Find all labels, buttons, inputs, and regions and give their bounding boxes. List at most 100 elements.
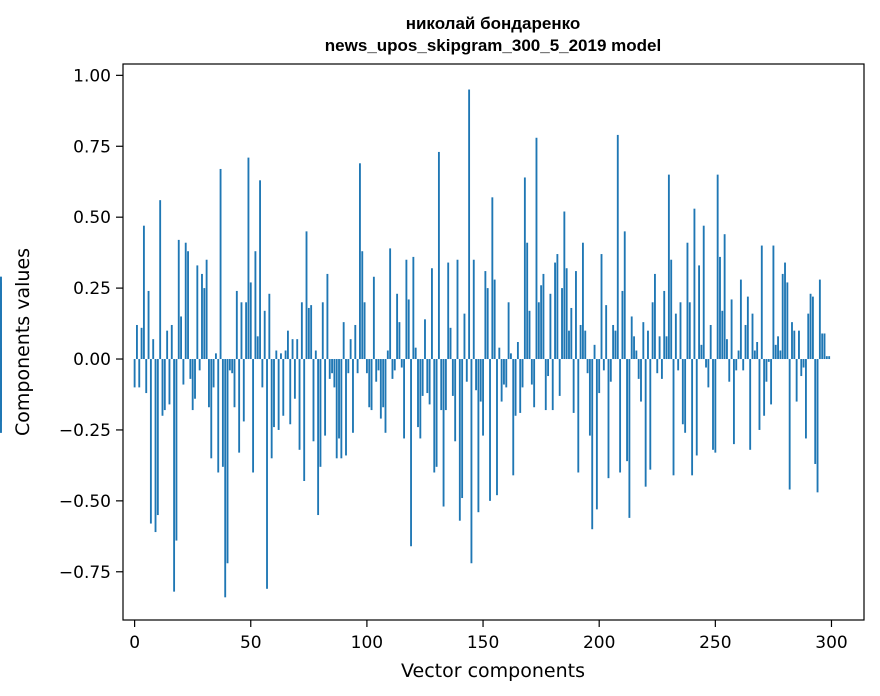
bar-40: [226, 359, 229, 564]
bar-4: [142, 225, 145, 360]
bar-164: [514, 359, 517, 416]
bar-158: [500, 359, 503, 402]
bar-262: [742, 359, 745, 371]
bar-94: [352, 359, 354, 433]
bar-27: [196, 265, 199, 360]
bar-223: [651, 302, 654, 360]
bar-5: [145, 359, 148, 394]
x-tick-label: 150: [467, 633, 499, 653]
bar-256: [728, 359, 731, 382]
bar-212: [626, 359, 628, 462]
bar-294: [816, 359, 819, 493]
bar-42: [231, 359, 234, 374]
bar-248: [709, 324, 712, 360]
bar-235: [679, 302, 682, 360]
bar-132: [440, 359, 443, 411]
bar-80: [319, 359, 322, 467]
bar-265: [749, 359, 752, 450]
bar-37: [219, 168, 222, 360]
bar-218: [640, 359, 642, 402]
bar-88: [338, 359, 340, 439]
chart-title-line-1: николай бондаренко: [406, 14, 581, 33]
bar-48: [245, 302, 248, 360]
bar-188: [570, 307, 573, 360]
bar-130: [435, 359, 438, 467]
bar-139: [456, 259, 459, 360]
bar-254: [723, 234, 726, 360]
bar-144: [468, 89, 471, 360]
bar-26: [194, 359, 196, 399]
bar-170: [528, 310, 531, 360]
bar-162: [509, 353, 512, 360]
bar-17: [173, 359, 176, 592]
bar-140: [458, 359, 461, 521]
bar-57: [266, 359, 268, 589]
bar-166: [519, 359, 522, 413]
bar-246: [705, 359, 707, 368]
bar-72: [300, 302, 303, 360]
bar-297: [823, 333, 826, 360]
y-axis-ticks: −0.75 −0.50 −0.25 0.00 0.25 0.50 0.75 1.00: [59, 66, 123, 583]
bar-63: [280, 353, 282, 360]
bar-107: [382, 359, 385, 408]
x-axis-label: Vector components: [401, 660, 585, 682]
bar-147: [475, 359, 478, 391]
bar-220: [644, 359, 647, 487]
bar-78: [314, 350, 317, 360]
bar-274: [770, 359, 773, 405]
bar-281: [786, 282, 789, 360]
bar-14: [166, 330, 169, 360]
bar-2: [138, 359, 141, 388]
bar-243: [698, 265, 701, 360]
bar-153: [489, 359, 491, 501]
bar-222: [649, 359, 652, 470]
bar-260: [737, 350, 740, 360]
bar-278: [779, 350, 782, 360]
bar-116: [403, 359, 405, 439]
bar-184: [561, 288, 563, 360]
bar-95: [354, 324, 357, 360]
bar-30: [203, 288, 206, 360]
bar-83: [326, 273, 329, 360]
bar-258: [732, 359, 735, 445]
bar-264: [746, 296, 749, 360]
bar-11: [159, 200, 162, 360]
bar-142: [463, 313, 466, 360]
bar-173: [535, 137, 538, 360]
bar-232: [672, 359, 675, 476]
bar-244: [700, 344, 703, 360]
bar-112: [393, 359, 396, 371]
bar-undefined: [0, 359, 2, 433]
bar-176: [542, 273, 545, 360]
bar-161: [507, 302, 510, 360]
bar-73: [303, 359, 306, 481]
bar-106: [379, 359, 382, 419]
bar-169: [526, 242, 529, 360]
bar-234: [677, 359, 680, 371]
bar-159: [503, 359, 505, 385]
plot-frame: [122, 63, 865, 621]
bar-23: [187, 251, 189, 360]
bar-288: [802, 359, 805, 368]
y-tick-label: −0.25: [59, 421, 111, 441]
bar-0: [133, 359, 136, 388]
bar-138: [454, 359, 457, 442]
bar-247: [707, 359, 710, 388]
y-tick-label: 0.00: [73, 350, 111, 370]
bar-226: [658, 336, 661, 360]
bar-104: [375, 359, 378, 382]
bar-109: [386, 350, 389, 360]
bar-undefined: [0, 276, 2, 360]
bar-127: [428, 359, 431, 405]
bar-36: [217, 359, 220, 473]
bar-43: [233, 359, 236, 408]
bar-191: [577, 359, 580, 473]
bar-207: [614, 330, 617, 360]
bar-282: [788, 359, 791, 490]
bar-56: [263, 310, 266, 360]
bar-270: [760, 245, 763, 360]
bar-49: [247, 157, 250, 360]
bar-76: [310, 305, 313, 360]
bar-240: [691, 359, 694, 476]
bar-71: [298, 359, 301, 450]
